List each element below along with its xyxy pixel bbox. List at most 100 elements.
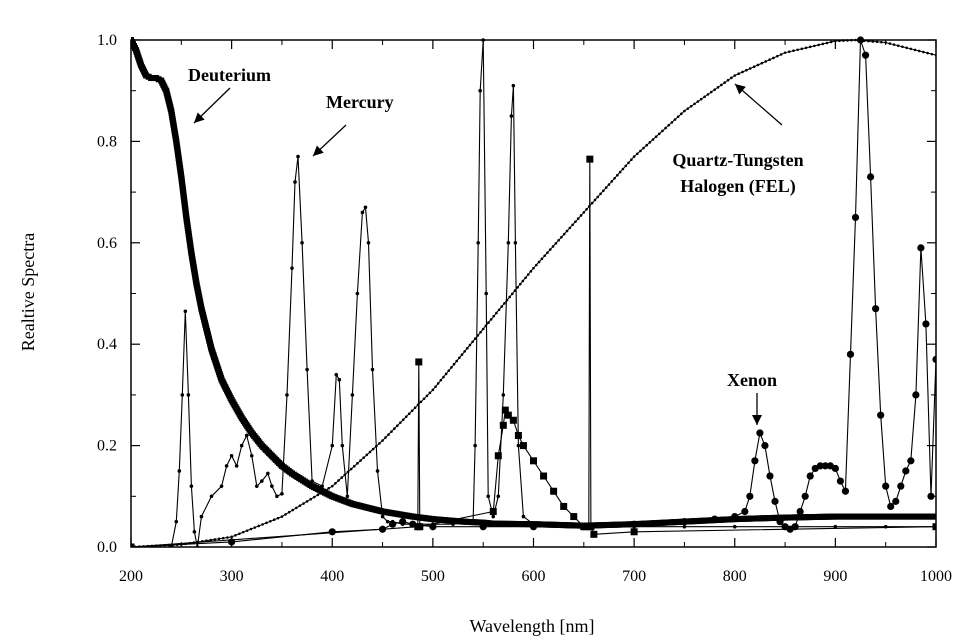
data-point: [927, 492, 935, 500]
data-point-interp: [387, 433, 390, 436]
data-point: [131, 543, 135, 547]
x-tick-label: 600: [522, 568, 546, 585]
data-point: [290, 266, 294, 270]
data-point-interp: [479, 330, 482, 334]
data-point-interp: [752, 65, 756, 69]
data-point: [732, 524, 737, 529]
data-point-interp: [198, 303, 205, 310]
data-point: [451, 522, 455, 526]
data-point-interp: [167, 105, 174, 112]
data-point-interp: [871, 40, 875, 43]
data-point-interp: [155, 76, 162, 83]
data-point-interp: [764, 60, 768, 63]
data-point-interp: [534, 263, 538, 267]
data-point: [711, 515, 719, 523]
data-point: [479, 523, 487, 531]
data-point: [530, 457, 537, 465]
data-point: [350, 393, 355, 397]
data-point-interp: [436, 382, 440, 385]
data-point: [192, 529, 197, 534]
data-point: [509, 114, 514, 118]
data-point: [866, 173, 875, 181]
data-point-interp: [780, 514, 787, 521]
data-point: [501, 393, 506, 397]
data-point-interp: [227, 395, 234, 402]
data-point-interp: [670, 121, 674, 124]
data-point: [540, 472, 548, 480]
data-point-interp: [792, 49, 795, 53]
x-tick-label: 400: [320, 568, 344, 585]
data-point-interp: [257, 524, 261, 528]
series-3: [131, 36, 936, 547]
data-point-interp: [537, 260, 541, 264]
data-point-interp: [217, 374, 224, 381]
data-point: [887, 502, 895, 511]
y-tick-labels: 0.0 0.2 0.4 0.6 0.8 1.0: [97, 32, 117, 556]
y-tick-label: 0.2: [97, 438, 117, 455]
data-point-interp: [526, 273, 530, 276]
data-point: [680, 518, 689, 526]
data-point-interp: [434, 385, 437, 388]
data-point-interp: [776, 54, 779, 58]
data-point-interp: [427, 515, 434, 522]
data-point-interp: [760, 61, 764, 65]
data-point: [330, 443, 335, 448]
data-point: [370, 367, 375, 372]
data-point-interp: [492, 314, 496, 318]
data-point-interp: [726, 78, 730, 82]
data-point: [582, 211, 586, 214]
data-point-interp: [295, 506, 298, 510]
data-point-interp: [202, 323, 209, 330]
data-point: [846, 350, 855, 358]
data-point: [519, 442, 527, 450]
data-point-interp: [917, 49, 921, 53]
data-point-interp: [374, 444, 378, 448]
data-point: [917, 244, 925, 252]
data-point-interp: [576, 217, 580, 220]
data-point-interp: [568, 226, 572, 230]
data-point-interp: [624, 164, 628, 168]
data-point-interp: [922, 50, 925, 54]
data-point: [380, 514, 385, 519]
data-point-interp: [508, 295, 511, 299]
data-point-interp: [892, 43, 896, 46]
axis-ticks: [130, 39, 937, 548]
data-point-interp: [276, 516, 280, 520]
data-point-interp: [188, 247, 195, 254]
data-point-interp: [804, 46, 808, 50]
data-point: [320, 484, 324, 488]
series-4: [131, 155, 936, 547]
data-point-interp: [607, 183, 611, 186]
data-point-interp: [706, 93, 710, 96]
data-point: [285, 393, 289, 397]
data-point-interp: [585, 207, 588, 211]
data-point-interp: [444, 372, 448, 376]
data-point-interp: [579, 214, 583, 217]
data-point-interp: [489, 318, 493, 321]
data-point-interp: [574, 220, 577, 223]
series-1: [131, 38, 936, 547]
data-point-interp: [648, 141, 652, 144]
series-line: [131, 38, 936, 529]
data-point-interp: [407, 412, 411, 415]
data-point: [275, 494, 279, 499]
data-point-interp: [703, 95, 706, 99]
data-point-interp: [302, 502, 305, 505]
data-point: [532, 266, 535, 270]
data-point: [310, 479, 314, 483]
data-point-interp: [817, 43, 820, 47]
data-point-interp: [825, 41, 829, 45]
data-point-interp: [425, 394, 429, 398]
data-point-interp: [709, 90, 713, 94]
data-point-interp: [378, 442, 381, 445]
annotation-label: Quartz-Tungsten: [672, 150, 803, 170]
data-point-interp: [419, 400, 423, 404]
y-tick-label: 0.6: [97, 235, 117, 252]
data-point: [415, 358, 423, 366]
data-point-interp: [518, 282, 522, 286]
data-point-interp: [238, 532, 241, 536]
data-point: [841, 487, 850, 495]
data-point: [912, 391, 920, 399]
data-point-interp: [621, 167, 625, 171]
data-point: [270, 484, 274, 488]
